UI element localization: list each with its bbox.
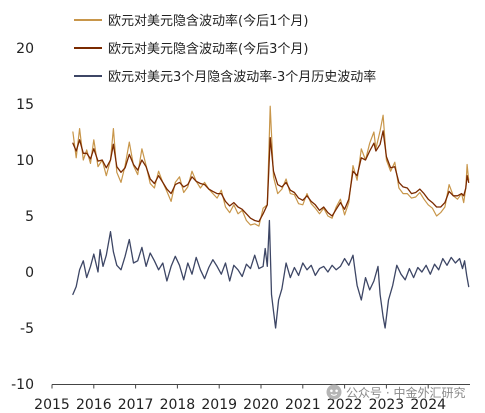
legend-label: 欧元对美元隐含波动率(今后3个月) <box>108 41 308 57</box>
legend-label: 欧元对美元隐含波动率(今后1个月) <box>108 13 308 29</box>
y-tick-label: 15 <box>16 97 34 113</box>
y-tick-label: 20 <box>16 41 34 57</box>
y-tick-label: -10 <box>11 377 34 393</box>
y-tick-label: 5 <box>25 209 34 225</box>
x-tick-label: 2018 <box>160 397 196 413</box>
x-tick-label: 2015 <box>34 397 70 413</box>
wechat-icon <box>326 384 342 400</box>
y-tick-label: 0 <box>25 265 34 281</box>
y-axis: 20 15 10 5 0 -5 -10 <box>11 41 34 393</box>
x-axis: 2015 2016 2017 2018 2019 2020 2021 2022 2023 2024 <box>34 384 470 413</box>
y-tick-label: -5 <box>20 321 34 337</box>
legend-label: 欧元对美元3个月隐含波动率-3个月历史波动率 <box>108 69 376 85</box>
y-tick-label: 10 <box>16 153 34 169</box>
x-tick-label: 2023 <box>369 397 405 413</box>
x-tick-label: 2022 <box>327 397 363 413</box>
x-tick-label: 2021 <box>285 397 321 413</box>
legend-item: 欧元对美元隐含波动率(今后3个月) <box>74 41 308 57</box>
watermark: 公众号 · 中金外汇研究 <box>326 384 465 400</box>
x-tick-label: 2020 <box>243 397 279 413</box>
legend-item: 欧元对美元3个月隐含波动率-3个月历史波动率 <box>74 69 376 85</box>
legend-item: 欧元对美元隐含波动率(今后1个月) <box>74 13 308 29</box>
series-line-3 <box>72 219 470 329</box>
series-line-1 <box>72 105 470 227</box>
watermark-text: 公众号 · 中金外汇研究 <box>346 385 465 400</box>
legend: 欧元对美元隐含波动率(今后1个月) 欧元对美元隐含波动率(今后3个月) 欧元对美元3… <box>74 13 376 85</box>
x-tick-label: 2017 <box>118 397 154 413</box>
series-line-2 <box>72 130 470 223</box>
x-tick-label: 2019 <box>201 397 237 413</box>
plot-area <box>72 105 470 329</box>
x-tick-label: 2024 <box>410 397 446 413</box>
x-tick-label: 2016 <box>76 397 112 413</box>
